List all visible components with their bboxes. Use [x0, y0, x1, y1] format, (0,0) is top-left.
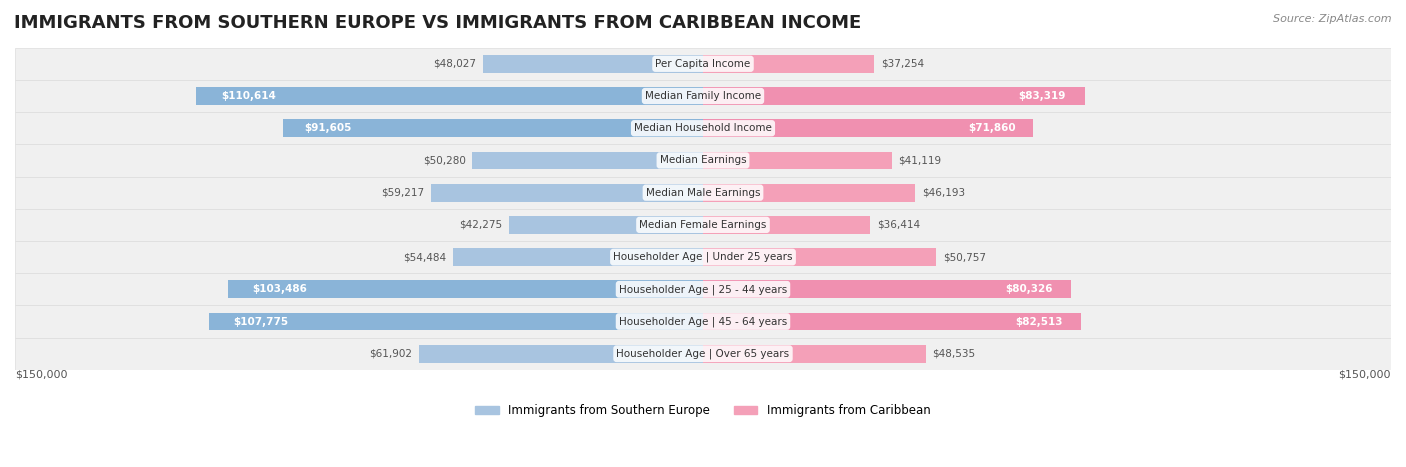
Text: $150,000: $150,000 [15, 370, 67, 380]
Text: $50,280: $50,280 [423, 156, 465, 165]
Text: $103,486: $103,486 [252, 284, 307, 294]
Bar [15, 338, 1391, 370]
Text: Per Capita Income: Per Capita Income [655, 59, 751, 69]
Bar [15, 112, 1391, 144]
Text: $61,902: $61,902 [370, 349, 412, 359]
Text: Median Family Income: Median Family Income [645, 91, 761, 101]
Bar [15, 209, 1391, 241]
Legend: Immigrants from Southern Europe, Immigrants from Caribbean: Immigrants from Southern Europe, Immigra… [471, 399, 935, 422]
Bar [703, 281, 1071, 298]
Text: Householder Age | 45 - 64 years: Householder Age | 45 - 64 years [619, 316, 787, 327]
Bar [208, 312, 703, 330]
Text: $150,000: $150,000 [1339, 370, 1391, 380]
Text: $80,326: $80,326 [1005, 284, 1053, 294]
Bar [15, 305, 1391, 338]
Bar [283, 120, 703, 137]
Text: $42,275: $42,275 [460, 220, 502, 230]
Text: $110,614: $110,614 [221, 91, 276, 101]
Bar [703, 55, 875, 73]
Bar [15, 177, 1391, 209]
Text: $59,217: $59,217 [381, 188, 425, 198]
Text: $107,775: $107,775 [233, 317, 288, 326]
Text: $91,605: $91,605 [304, 123, 352, 133]
Bar [15, 273, 1391, 305]
Text: Householder Age | 25 - 44 years: Householder Age | 25 - 44 years [619, 284, 787, 295]
Text: $41,119: $41,119 [898, 156, 942, 165]
Text: $50,757: $50,757 [942, 252, 986, 262]
Text: $83,319: $83,319 [1019, 91, 1066, 101]
Text: $36,414: $36,414 [877, 220, 920, 230]
Bar [703, 312, 1081, 330]
Bar [195, 87, 703, 105]
Text: $82,513: $82,513 [1015, 317, 1063, 326]
Text: Median Female Earnings: Median Female Earnings [640, 220, 766, 230]
Text: $46,193: $46,193 [922, 188, 965, 198]
Text: Median Household Income: Median Household Income [634, 123, 772, 133]
Text: Householder Age | Over 65 years: Householder Age | Over 65 years [616, 348, 790, 359]
Bar [703, 152, 891, 170]
Bar [228, 281, 703, 298]
Bar [15, 80, 1391, 112]
Text: IMMIGRANTS FROM SOUTHERN EUROPE VS IMMIGRANTS FROM CARIBBEAN INCOME: IMMIGRANTS FROM SOUTHERN EUROPE VS IMMIG… [14, 14, 862, 32]
Bar [703, 345, 925, 362]
Text: $48,027: $48,027 [433, 59, 475, 69]
Bar [472, 152, 703, 170]
Bar [703, 248, 936, 266]
Bar [703, 87, 1085, 105]
Bar [703, 120, 1032, 137]
Bar [419, 345, 703, 362]
Bar [703, 184, 915, 201]
Text: $71,860: $71,860 [969, 123, 1017, 133]
Bar [453, 248, 703, 266]
Bar [432, 184, 703, 201]
Text: Median Earnings: Median Earnings [659, 156, 747, 165]
Bar [703, 216, 870, 234]
Text: Householder Age | Under 25 years: Householder Age | Under 25 years [613, 252, 793, 262]
Bar [509, 216, 703, 234]
Bar [482, 55, 703, 73]
Text: Source: ZipAtlas.com: Source: ZipAtlas.com [1274, 14, 1392, 24]
Bar [15, 241, 1391, 273]
Text: $48,535: $48,535 [932, 349, 976, 359]
Text: $37,254: $37,254 [880, 59, 924, 69]
Text: Median Male Earnings: Median Male Earnings [645, 188, 761, 198]
Bar [15, 48, 1391, 80]
Text: $54,484: $54,484 [404, 252, 446, 262]
Bar [15, 144, 1391, 177]
